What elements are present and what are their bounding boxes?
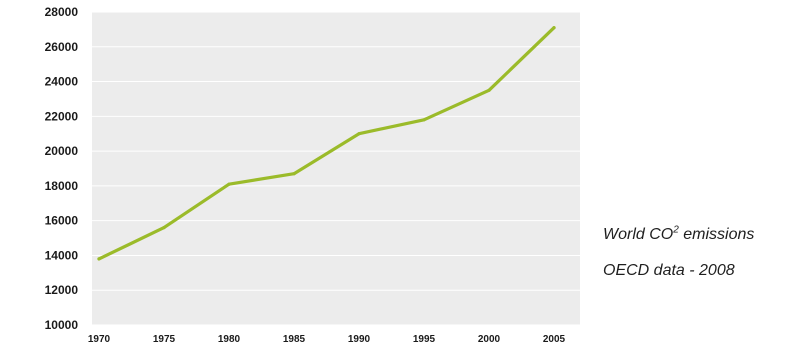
y-tick-label-10000: 10000	[45, 318, 79, 332]
x-tick-label-1970: 1970	[88, 334, 111, 345]
data-point-1980	[227, 182, 231, 186]
y-tick-label-22000: 22000	[45, 109, 79, 123]
data-point-1970	[97, 257, 101, 261]
plot-area	[92, 12, 580, 325]
y-tick-label-26000: 26000	[45, 40, 79, 54]
data-point-1975	[162, 226, 166, 230]
caption-title-suffix: emissions	[678, 226, 755, 243]
y-tick-label-14000: 14000	[45, 248, 79, 262]
x-axis-ticks: 1970 1975 1980 1985 1990 1995 2000 2005	[88, 334, 566, 345]
y-tick-label-20000: 20000	[45, 144, 79, 158]
x-tick-label-1985: 1985	[283, 334, 306, 345]
y-tick-label-18000: 18000	[45, 179, 79, 193]
caption-title-prefix: World CO	[603, 226, 674, 243]
x-tick-label-2005: 2005	[543, 334, 566, 345]
x-tick-label-1980: 1980	[218, 334, 241, 345]
y-tick-label-24000: 24000	[45, 75, 79, 89]
y-tick-label-16000: 16000	[45, 214, 79, 228]
data-point-2005	[552, 26, 556, 30]
x-tick-label-1975: 1975	[153, 334, 176, 345]
data-point-2000	[487, 88, 491, 92]
x-tick-label-1990: 1990	[348, 334, 371, 345]
x-tick-label-2000: 2000	[478, 334, 501, 345]
data-point-1990	[357, 132, 361, 136]
x-tick-label-1995: 1995	[413, 334, 436, 345]
caption-title-superscript: 2	[673, 224, 679, 236]
data-point-1995	[422, 118, 426, 122]
data-point-1985	[292, 172, 296, 176]
caption-source: OECD data - 2008	[603, 262, 735, 279]
y-axis-ticks: 10000 12000 14000 16000 18000 20000 22000 24000…	[45, 5, 79, 332]
y-tick-label-28000: 28000	[45, 5, 79, 19]
y-tick-label-12000: 12000	[45, 283, 79, 297]
caption-title: World CO2 emissions	[603, 224, 755, 244]
series-line-co2-emissions	[97, 26, 556, 261]
series-points	[97, 26, 556, 261]
